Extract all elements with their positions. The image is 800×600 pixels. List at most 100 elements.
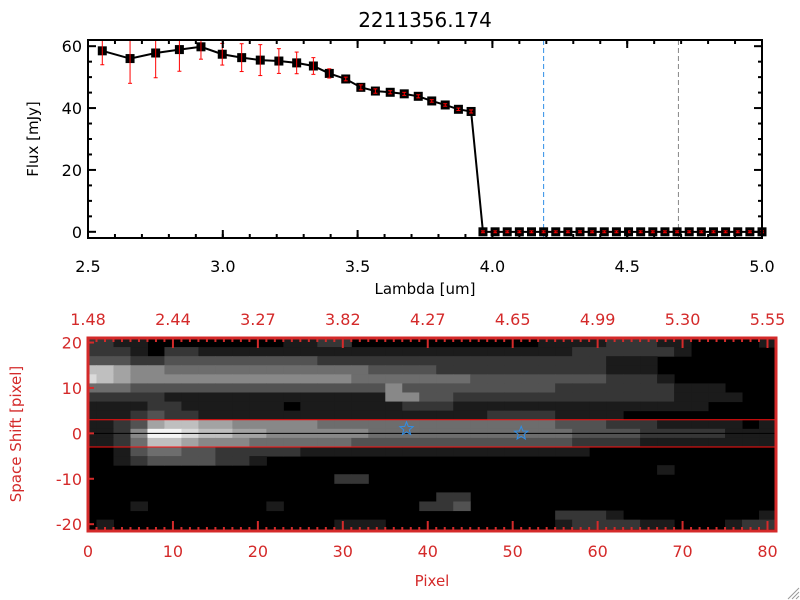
image-pixel	[385, 365, 403, 375]
image-pixel	[640, 365, 658, 375]
y-tick-label: 0	[72, 424, 82, 443]
image-pixel	[317, 365, 335, 375]
resize-grip-icon[interactable]	[787, 587, 800, 600]
image-pixel	[88, 365, 97, 375]
image-pixel	[249, 365, 267, 375]
image-pixel	[453, 383, 471, 393]
image-pixel	[232, 383, 250, 393]
image-pixel	[742, 437, 760, 448]
image-pixel	[317, 446, 335, 457]
image-pixel	[232, 419, 250, 430]
image-pixel	[300, 356, 318, 366]
image-pixel	[555, 356, 573, 366]
image-pixel	[181, 392, 199, 403]
image-pixel	[436, 347, 454, 357]
image-pixel	[113, 374, 131, 384]
image-pixel	[725, 437, 743, 448]
image-pixel	[351, 392, 369, 403]
image-pixel	[572, 419, 590, 430]
image-pixel	[130, 347, 148, 357]
x-tick-label: 3.0	[210, 257, 235, 276]
image-pixel	[368, 347, 386, 357]
image-pixel	[589, 437, 607, 448]
image-pixel	[623, 519, 641, 530]
image-pixel	[487, 383, 505, 393]
image-pixel	[96, 437, 114, 448]
image-pixel	[708, 419, 726, 430]
x-tick-label: 80	[757, 542, 777, 561]
image-pixel	[402, 347, 420, 357]
image-pixel	[283, 419, 301, 430]
image-pixel	[453, 356, 471, 366]
image-pixel	[487, 410, 505, 421]
image-pixel	[300, 374, 318, 384]
image-pixel	[300, 401, 318, 412]
image-pixel	[198, 410, 216, 421]
image-pixel	[691, 419, 709, 430]
image-pixel	[130, 437, 148, 448]
image-pixel	[215, 374, 233, 384]
image-pixel	[674, 437, 692, 448]
image-pixel	[538, 401, 556, 412]
image-pixel	[674, 383, 692, 393]
image-pixel	[725, 519, 743, 530]
image-pixel	[572, 347, 590, 357]
image-pixel	[113, 446, 131, 457]
image-pixel	[623, 374, 641, 384]
image-pixel	[385, 446, 403, 457]
image-pixel	[113, 437, 131, 448]
image-pixel	[130, 456, 148, 466]
x-tick-label: 0	[83, 542, 93, 561]
image-pixel	[623, 338, 641, 348]
x-tick-label: 4.0	[480, 257, 505, 276]
image-pixel	[470, 374, 488, 384]
image-pixel	[147, 374, 165, 384]
image-pixel	[300, 347, 318, 357]
image-pixel	[538, 356, 556, 366]
image-pixel	[198, 392, 216, 403]
image-pixel	[181, 365, 199, 375]
image-pixel	[317, 437, 335, 448]
image-pixel	[657, 374, 675, 384]
image-pixel	[164, 347, 182, 357]
image-pixel	[419, 401, 437, 412]
image-pixel	[215, 392, 233, 403]
image-pixel	[232, 410, 250, 421]
image-pixel	[368, 519, 386, 530]
image-pixel	[164, 437, 182, 448]
image-pixel	[572, 383, 590, 393]
image-pixel	[623, 365, 641, 375]
image-pixel	[504, 401, 522, 412]
image-pixel	[436, 356, 454, 366]
image-pixel	[317, 383, 335, 393]
image-pixel	[436, 501, 454, 512]
image-pixel	[470, 437, 488, 448]
image-pixel	[249, 392, 267, 403]
image-pixel	[453, 374, 471, 384]
image-pixel	[419, 501, 437, 512]
image-pixel	[113, 347, 131, 357]
image-pixel	[147, 365, 165, 375]
x-tick-label: 4.5	[614, 257, 639, 276]
image-pixel	[164, 456, 182, 466]
image-pixel	[130, 374, 148, 384]
image-pixel	[283, 347, 301, 357]
image-pixel	[385, 410, 403, 421]
top-plot-frame	[87, 39, 763, 239]
image-pixel	[589, 365, 607, 375]
image-pixel	[487, 347, 505, 357]
image-pixel	[674, 419, 692, 430]
image-pixel	[453, 446, 471, 457]
image-pixel	[402, 383, 420, 393]
image-pixel	[368, 419, 386, 430]
image-pixel	[181, 446, 199, 457]
x-tick-label: 2.5	[75, 257, 100, 276]
x-tick-label: 10	[163, 542, 183, 561]
image-pixel	[419, 437, 437, 448]
image-pixel	[521, 410, 539, 421]
image-pixel	[368, 401, 386, 412]
image-pixel	[181, 374, 199, 384]
image-pixel	[266, 383, 284, 393]
image-pixel	[215, 383, 233, 393]
spectrum-image: 0 1.48 10 2.44 20 3.27 30 3.82 40 4.27 50 4.65 60 4.9…	[56, 310, 785, 561]
